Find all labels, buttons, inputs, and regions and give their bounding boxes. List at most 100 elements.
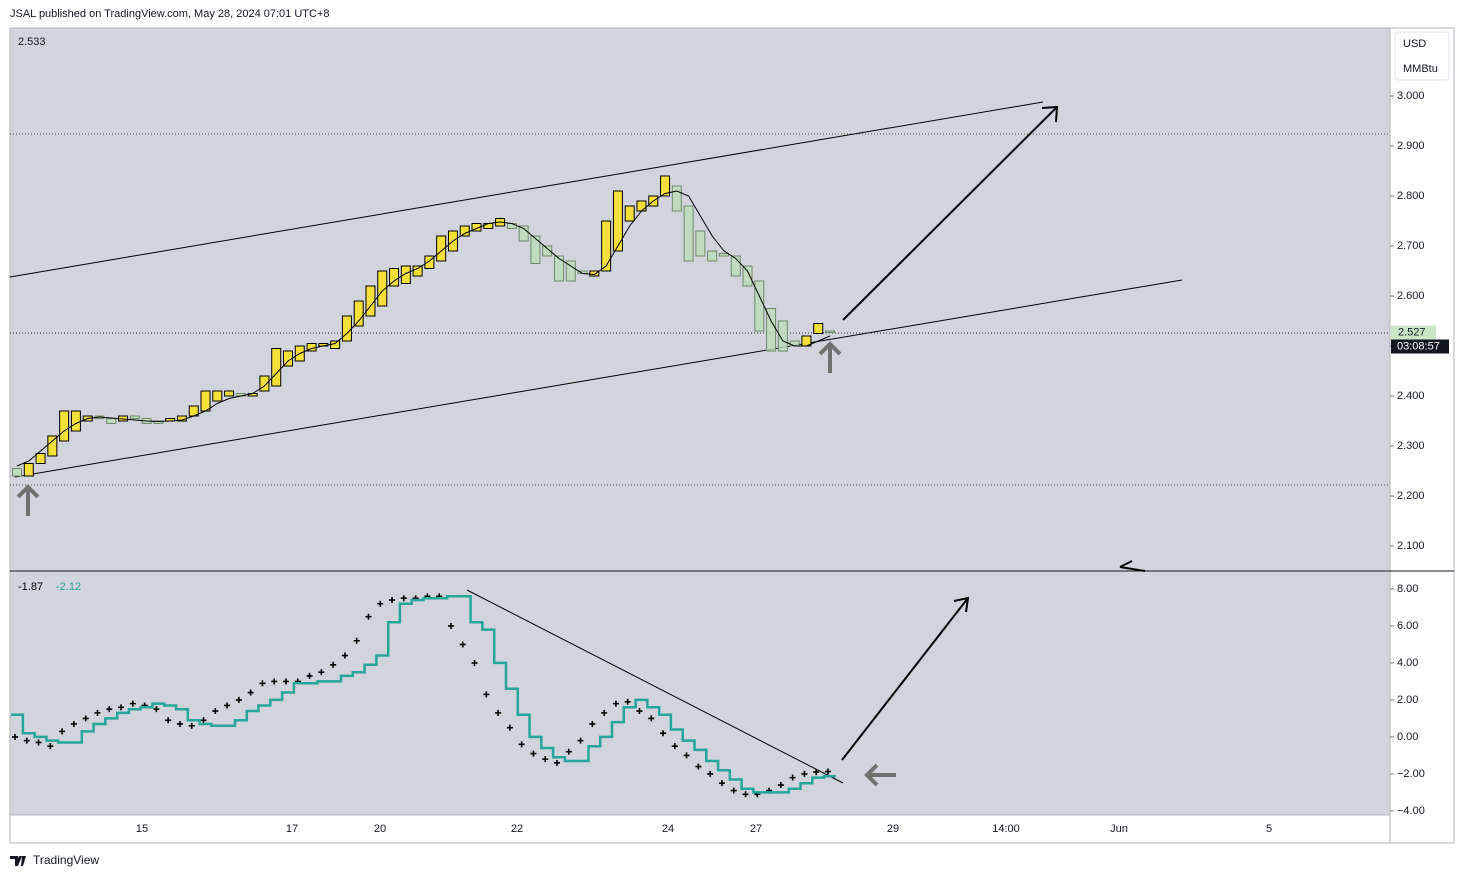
oscillator-dot [695,763,702,770]
oscillator-dot [565,748,572,755]
y-tick-label: 2.00 [1397,694,1418,706]
price-axis-background [1389,27,1455,844]
arrow [1119,560,1146,572]
oscillator-dot [542,756,549,763]
oscillator-dot [612,700,619,707]
y-tick-label: 2.400 [1397,390,1425,402]
candle-body [365,285,376,317]
x-tick-label: 29 [887,823,899,835]
x-tick-label: 20 [374,823,386,835]
y-tick-label: 2.900 [1397,140,1425,152]
oscillator-dot [589,720,596,727]
x-tick-label: 14:00 [992,823,1020,835]
candle-body [436,235,447,262]
candle-body [789,340,800,347]
oscillator-dot [176,720,183,727]
oscillator-dot [306,672,313,679]
candle-body [106,418,117,424]
y-tick-label: 0.00 [1397,731,1418,743]
moving-average [16,190,831,467]
candle-body [353,300,364,327]
oscillator-dot [353,637,360,644]
y-tick-label: 2.600 [1397,290,1425,302]
last-price: 2.527 [1398,326,1426,338]
candle-body [636,200,647,212]
oscillator-dot [801,770,808,777]
logo [10,856,26,866]
countdown: 03:08:57 [1397,340,1440,352]
unit-box[interactable] [1394,31,1450,81]
x-tick-label: 22 [511,823,523,835]
oscillator-dot [341,652,348,659]
candle-body [35,453,46,464]
arrow [842,105,1059,321]
candle-body [400,265,411,284]
arrows [841,105,1146,761]
oscillator-dot [59,728,66,735]
y-tick-label: 2.100 [1397,540,1425,552]
oscillator-legend: -2.12 [56,581,81,593]
y-tick-label: −4.00 [1397,805,1425,817]
oscillator-dot [23,737,30,744]
price-legend: 2.533 [18,36,46,48]
oscillator-dot [671,743,678,750]
oscillator-dot [129,700,136,707]
candle-body [483,223,494,229]
x-tick-label: 5 [1266,823,1272,835]
candle-body [471,223,482,232]
candle-body [718,253,729,257]
currency: USD [1403,38,1426,50]
candle-body [612,190,623,252]
oscillator-step-line [11,595,836,794]
oscillator-dot [259,680,266,687]
header-text: JSAL published on TradingView.com, May 2… [10,8,330,20]
plot [11,175,836,798]
candle-body [212,390,223,402]
oscillator-dot [118,704,125,711]
oscillator-dot [530,750,537,757]
candle-body [47,435,58,457]
oscillator-dot [601,709,608,716]
candle-body [660,175,671,197]
oscillator-dot [730,787,737,794]
y-tick-label: 2.700 [1397,240,1425,252]
oscillator-dot [471,659,478,666]
y-tick-label: 6.00 [1397,620,1418,632]
y-tick-label: 4.00 [1397,657,1418,669]
oscillator-dot [813,769,820,776]
x-tick-label: 17 [286,823,298,835]
oscillator-dot [235,696,242,703]
oscillator-dot [165,717,172,724]
candle-body [70,410,81,432]
candle-body [224,390,235,397]
oscillator-dot [35,739,42,746]
oscillator-dot [271,678,278,685]
candle-body [624,205,635,222]
oscillator-dot [483,691,490,698]
candle-body [683,205,694,262]
time-axis-background [9,814,1391,844]
trend-line [14,279,1183,478]
candle-body [459,225,470,237]
oscillator-dot [283,678,289,685]
y-tick-label: 8.00 [1397,583,1418,595]
candle-body [813,323,824,334]
x-tick-label: 27 [750,823,762,835]
y-tick-label: 2.200 [1397,490,1425,502]
oscillator-dot [459,641,466,648]
arrow [818,341,842,373]
oscillator-dot [506,724,513,731]
countdown-tag [1391,339,1449,354]
oscillator-dot [577,737,584,744]
candle-body [424,255,435,269]
candle-body [777,320,788,352]
plot-background [10,28,1390,843]
oscillator-dot [495,709,502,716]
candle-body [554,255,564,282]
candle-body [389,268,400,287]
oscillator-dot [660,730,667,737]
gray-arrows [16,341,896,787]
oscillator-dot [247,689,254,696]
oscillator-dot [718,780,725,787]
